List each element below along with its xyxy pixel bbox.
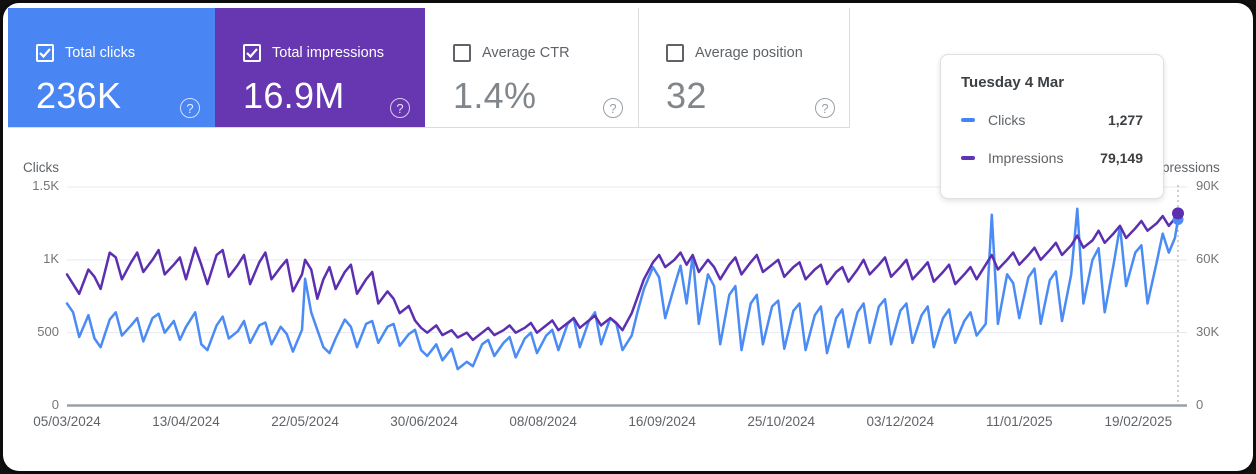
metric-card-value: 1.4%	[453, 74, 537, 116]
tooltip-value: 79,149	[1100, 150, 1143, 166]
checkbox-checked-icon[interactable]	[243, 43, 261, 62]
help-icon[interactable]: ?	[390, 98, 410, 118]
left-axis-title: Clicks	[23, 160, 59, 175]
metric-card-average-position[interactable]: Average position 32 ?	[638, 8, 850, 128]
timeseries-chart-plot-area[interactable]	[3, 3, 1253, 471]
x-axis-tick-label: 08/08/2024	[509, 414, 577, 429]
x-axis-tick-label: 16/09/2024	[628, 414, 696, 429]
checkbox-unchecked-icon[interactable]	[666, 43, 684, 62]
x-axis-tick-label: 05/03/2024	[33, 414, 101, 429]
metric-card-value: 16.9M	[243, 74, 345, 116]
help-icon[interactable]: ?	[180, 98, 200, 118]
metric-card-value: 32	[666, 74, 707, 116]
x-axis-tick-label: 19/02/2025	[1104, 414, 1173, 429]
metric-card-total-impressions[interactable]: Total impressions 16.9M ?	[215, 8, 425, 128]
left-axis-tick-label: 0	[51, 396, 59, 412]
metric-card-label: Average position	[695, 44, 803, 61]
x-axis-tick-label: 03/12/2024	[866, 414, 935, 429]
tooltip-date: Tuesday 4 Mar	[961, 74, 1065, 91]
help-icon[interactable]: ?	[815, 98, 835, 118]
checkbox-unchecked-icon[interactable]	[453, 43, 471, 62]
tooltip-value: 1,277	[1107, 112, 1143, 128]
x-axis-tick-label: 22/05/2024	[271, 414, 339, 429]
x-axis-tick-label: 13/04/2024	[152, 414, 220, 429]
left-axis-tick-label: 500	[37, 323, 59, 339]
impressions-line	[65, 212, 1180, 342]
card-border	[849, 8, 850, 128]
card-divider	[638, 8, 639, 128]
impressions-hover-point	[1172, 207, 1184, 220]
chart-tooltip: Tuesday 4 Mar Clicks 1,277 Impressions 7…	[940, 54, 1164, 199]
right-axis-tick-label: 90K	[1196, 178, 1220, 193]
tooltip-row-impressions: Impressions 79,149	[961, 150, 1143, 166]
tooltip-label: Impressions	[988, 150, 1064, 166]
metric-cards-row: Total clicks 236K ? Total impressions 16…	[8, 8, 850, 128]
x-axis-tick-label: 25/10/2024	[747, 414, 815, 429]
metric-card-average-ctr[interactable]: Average CTR 1.4% ?	[425, 8, 638, 128]
x-axis-tick-label: 30/06/2024	[390, 414, 458, 429]
tooltip-label: Clicks	[988, 112, 1026, 128]
metric-card-value: 236K	[36, 74, 122, 116]
right-axis-title: Impressions	[1147, 160, 1220, 175]
help-icon[interactable]: ?	[603, 98, 623, 118]
metric-card-label: Total impressions	[272, 44, 385, 61]
clicks-series-swatch-icon	[961, 118, 975, 122]
cards-bottom-border	[8, 127, 850, 128]
tooltip-row-clicks: Clicks 1,277	[961, 112, 1143, 128]
right-axis-tick-label: 0	[1196, 396, 1204, 412]
search-performance-panel: Total clicks 236K ? Total impressions 16…	[3, 3, 1253, 471]
metric-card-label: Total clicks	[65, 44, 136, 61]
right-axis-tick-label: 30K	[1196, 323, 1220, 339]
right-axis-tick-label: 60K	[1196, 250, 1220, 266]
metric-card-total-clicks[interactable]: Total clicks 236K ?	[8, 8, 215, 128]
x-axis-tick-label: 11/01/2025	[985, 414, 1053, 429]
left-axis-tick-label: 1.5K	[32, 178, 59, 193]
metric-card-label: Average CTR	[482, 44, 570, 61]
left-axis-tick-label: 1K	[43, 250, 59, 266]
impressions-series-swatch-icon	[961, 156, 975, 160]
clicks-line	[65, 207, 1180, 371]
checkbox-checked-icon[interactable]	[36, 43, 54, 62]
